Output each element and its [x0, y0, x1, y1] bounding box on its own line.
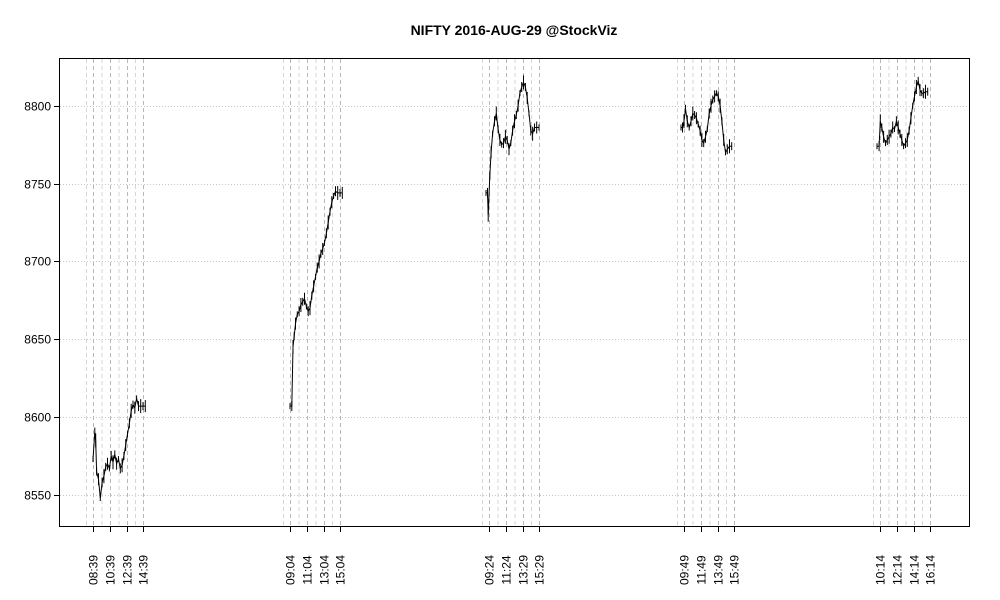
- chart-title: NIFTY 2016-AUG-29 @StockViz: [410, 22, 618, 38]
- y-tick-label: 8750: [24, 178, 51, 192]
- x-tick-label: 15:04: [334, 555, 348, 585]
- price-series: [92, 75, 929, 501]
- x-tick-label: 13:49: [712, 555, 726, 585]
- x-axis: 08:39 10:39 12:39 14:39 09:04 11:04 13:04 15:04…: [87, 526, 938, 585]
- x-tick-label: 11:49: [695, 555, 709, 584]
- grid: [60, 59, 969, 526]
- plot-frame: [59, 58, 970, 527]
- x-tick-label: 11:24: [500, 555, 514, 584]
- x-tick-label: 16:14: [924, 555, 938, 585]
- x-tick-label: 10:39: [104, 555, 118, 585]
- x-tick-label: 14:14: [908, 555, 922, 585]
- x-tick-label: 09:04: [284, 555, 298, 585]
- x-tick-label: 15:29: [533, 555, 547, 585]
- y-tick-label: 8650: [24, 333, 51, 347]
- x-tick-label: 11:04: [301, 555, 315, 584]
- x-tick-label: 10:14: [874, 555, 888, 585]
- x-tick-label: 09:24: [483, 555, 497, 585]
- y-axis: 8550 8600 8650 8700 8750 8800: [24, 100, 60, 503]
- y-tick-label: 8550: [24, 489, 51, 503]
- y-tick-label: 8700: [24, 255, 51, 269]
- x-tick-label: 15:49: [728, 555, 742, 585]
- price-line: [92, 398, 146, 499]
- x-tick-label: 12:39: [121, 555, 135, 585]
- x-tick-label: 13:04: [318, 555, 332, 585]
- x-tick-label: 12:14: [891, 555, 905, 585]
- x-tick-label: 14:39: [137, 555, 151, 585]
- x-tick-label: 09:49: [678, 555, 692, 585]
- x-tick-label: 08:39: [87, 555, 101, 585]
- y-tick-label: 8800: [24, 100, 51, 114]
- x-tick-label: 13:29: [517, 555, 531, 585]
- y-tick-label: 8600: [24, 411, 51, 425]
